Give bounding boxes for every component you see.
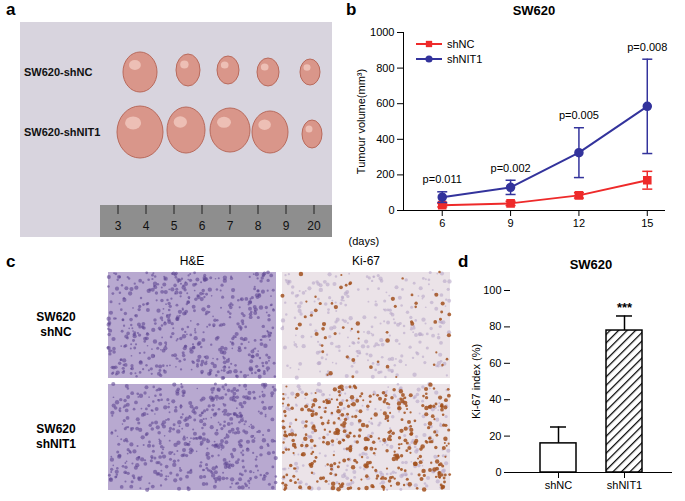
svg-text:6: 6 [199, 219, 206, 233]
html-text:c: c [6, 252, 16, 271]
html-text:shNIT1: shNIT1 [447, 52, 483, 65]
svg-text:shNC: shNC [40, 325, 72, 339]
svg-text:20: 20 [307, 219, 321, 233]
svg-text:SW620-shNIT1: SW620-shNIT1 [24, 126, 100, 138]
svg-text:15: 15 [641, 217, 653, 229]
svg-text:Ki-67: Ki-67 [352, 254, 380, 268]
svg-text:20: 20 [489, 430, 501, 442]
svg-text:H&E: H&E [180, 254, 205, 268]
svg-text:shNIT1: shNIT1 [607, 479, 642, 491]
html-text:d: d [458, 252, 469, 271]
svg-text:p=0.008: p=0.008 [627, 41, 667, 53]
svg-text:3: 3 [115, 219, 122, 233]
svg-text:80: 80 [489, 320, 501, 332]
svg-text:8: 8 [255, 219, 262, 233]
svg-text:800: 800 [376, 62, 394, 74]
svg-text:Tumour volume(mm³): Tumour volume(mm³) [355, 69, 367, 174]
html-text:shNC: shNC [447, 37, 475, 50]
html-text:b: b [346, 0, 357, 19]
svg-text:p=0.005: p=0.005 [559, 109, 599, 121]
svg-text:0: 0 [495, 466, 501, 478]
svg-text:(days): (days) [349, 235, 380, 247]
svg-text:SW620: SW620 [36, 310, 76, 324]
svg-text:1000: 1000 [370, 26, 394, 38]
svg-text:shNC: shNC [545, 479, 573, 491]
svg-text:5: 5 [171, 219, 178, 233]
svg-text:6: 6 [439, 217, 445, 229]
html-text:SW620: SW620 [512, 3, 556, 18]
svg-text:100: 100 [483, 284, 501, 296]
svg-text:12: 12 [573, 217, 585, 229]
svg-text:600: 600 [376, 97, 394, 109]
svg-text:4: 4 [143, 219, 150, 233]
svg-text:p=0.011: p=0.011 [423, 173, 462, 185]
svg-text:0: 0 [388, 204, 394, 216]
svg-text:400: 400 [376, 133, 394, 145]
svg-text:7: 7 [227, 219, 234, 233]
svg-text:shNIT1: shNIT1 [36, 437, 76, 451]
html-text:a: a [6, 0, 16, 19]
svg-text:9: 9 [283, 219, 290, 233]
svg-text:60: 60 [489, 357, 501, 369]
svg-text:p=0.002: p=0.002 [491, 162, 531, 174]
svg-text:SW620: SW620 [36, 422, 76, 436]
svg-text:***: *** [617, 300, 633, 315]
html-text:SW620: SW620 [569, 257, 613, 272]
svg-text:Ki-67 index (%): Ki-67 index (%) [470, 344, 482, 419]
svg-text:SW620-shNC: SW620-shNC [24, 66, 93, 78]
svg-text:9: 9 [508, 217, 514, 229]
svg-text:200: 200 [376, 168, 394, 180]
svg-text:40: 40 [489, 393, 501, 405]
